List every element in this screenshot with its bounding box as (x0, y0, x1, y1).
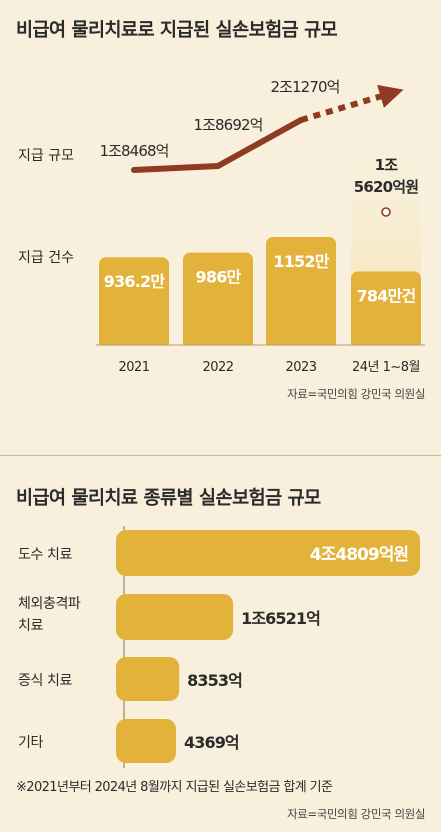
amount-label-2024: 1조 5620억원 (354, 156, 419, 196)
bar-count-label-24년 1~8월: 784만건 (357, 287, 416, 306)
bar-count-label-2023: 1152만 (273, 252, 329, 271)
category-label-1-line-1: 치료 (18, 618, 43, 634)
amount-line-trend-arrow (300, 84, 404, 123)
x-tick-0: 2021 (118, 360, 149, 375)
x-tick-1: 2022 (202, 360, 233, 375)
bar-count-base-2022 (183, 337, 253, 345)
amount-label-2022: 1조8692억 (193, 116, 262, 134)
hbar-label-1: 1조6521억 (241, 609, 320, 628)
category-label-2: 증식 치료 (18, 673, 72, 689)
bar-count-label-2021: 936.2만 (104, 272, 166, 291)
hbar-label-3: 4369억 (184, 733, 239, 752)
bar-count-2023 (266, 237, 336, 345)
chart2-footnote: ※2021년부터 2024년 8월까지 지급된 실손보험금 합계 기준 (16, 780, 333, 795)
hbar-1 (116, 594, 234, 640)
chart2-title: 비급여 물리치료 종류별 실손보험금 규모 (16, 488, 321, 509)
amount-label-2023: 2조1270억 (270, 78, 339, 96)
chart1-source: 자료=국민의힘 강민국 의원실 (287, 387, 425, 401)
amount-label-2024-line-1: 5620억원 (354, 178, 419, 196)
hbar-label-0: 4조4809억원 (310, 545, 408, 565)
hbar-2 (116, 657, 180, 701)
hbar-label-2: 8353억 (187, 671, 242, 690)
amount-point-2024 (381, 207, 391, 217)
category-label-3: 기타 (18, 735, 43, 751)
x-tick-3: 24년 1~8월 (352, 360, 420, 375)
section-divider (0, 455, 441, 456)
category-label-1-line-0: 체외충격파 (18, 596, 81, 612)
bar-count-base-2021 (99, 337, 169, 345)
x-tick-2: 2023 (285, 360, 316, 375)
bar-count-base-24년 1~8월 (351, 337, 421, 345)
bar-count-2022 (183, 252, 253, 345)
hbar-0 (116, 530, 420, 576)
category-label-0: 도수 치료 (18, 547, 72, 563)
chart1-title: 비급여 물리치료로 지급된 실손보험금 규모 (16, 20, 338, 41)
hbar-3 (116, 719, 176, 763)
amount-line (131, 117, 304, 173)
amount-label-2021: 1조8468억 (99, 142, 168, 160)
row-label-count: 지급 건수 (18, 250, 74, 266)
row-label-amount: 지급 규모 (18, 148, 74, 164)
bar-count-24년 1~8월 (351, 271, 421, 345)
bar-count-base-2023 (266, 337, 336, 345)
bar-count-2021 (99, 257, 169, 345)
amount-label-2024-line-0: 1조 (375, 156, 399, 174)
chart2-source: 자료=국민의힘 강민국 의원실 (287, 807, 425, 821)
bar-count-label-2022: 986만 (196, 268, 242, 287)
